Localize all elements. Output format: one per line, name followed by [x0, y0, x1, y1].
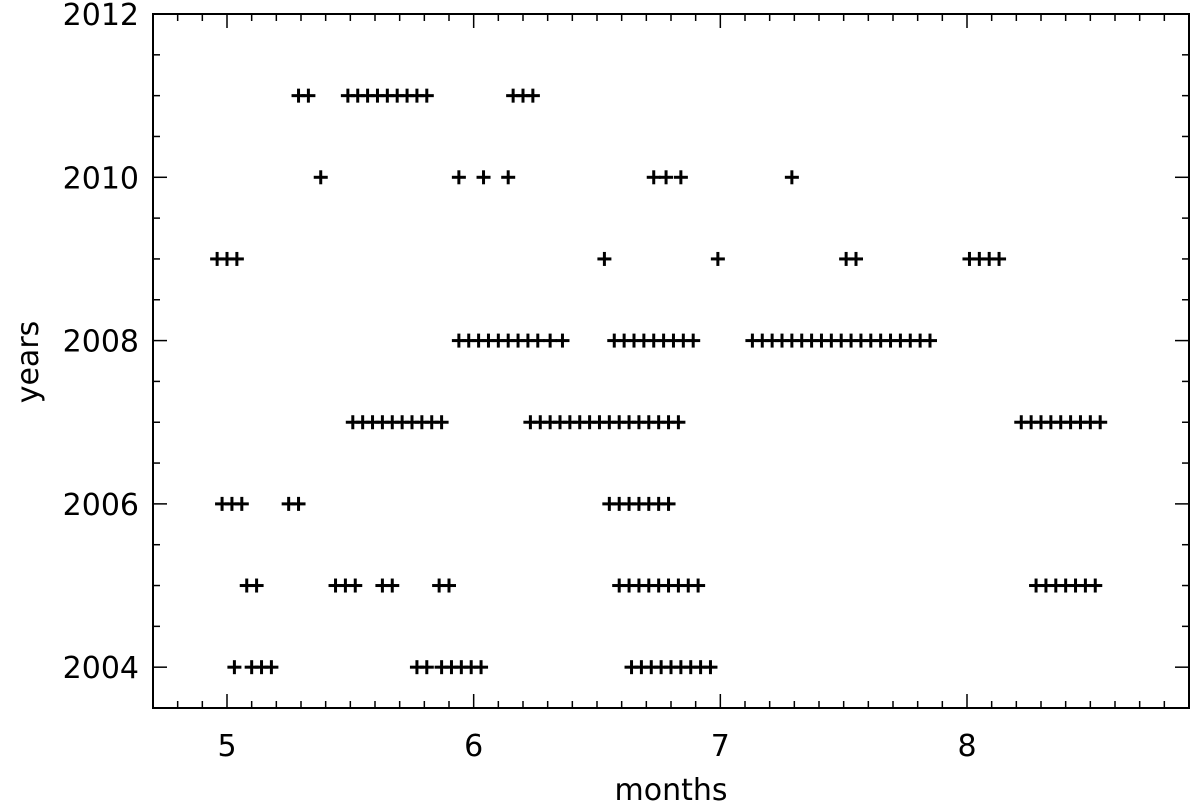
data-point-marker [474, 660, 489, 675]
data-point-marker [451, 170, 466, 185]
data-point-marker [234, 496, 249, 511]
x-tick-label: 8 [957, 729, 976, 764]
data-point-marker [1093, 415, 1108, 430]
data-point-marker [784, 170, 799, 185]
data-point-marker [543, 333, 558, 348]
x-axis-title: months [615, 773, 728, 808]
data-point-marker [646, 170, 661, 185]
y-tick-label: 2004 [63, 651, 139, 686]
data-point-marker [1088, 578, 1103, 593]
data-point-marker [227, 660, 242, 675]
axis-ticks [152, 13, 1190, 709]
data-point-marker [434, 415, 449, 430]
x-tick-label: 6 [464, 729, 483, 764]
x-tick-label: 7 [711, 729, 730, 764]
data-point-marker [249, 578, 264, 593]
data-point-marker [923, 333, 937, 348]
data-point-marker [849, 251, 863, 266]
data-point-marker [703, 660, 718, 675]
data-point-marker [659, 170, 674, 185]
x-tick-labels: 5 6 7 8 [217, 729, 976, 764]
y-tick-label: 2012 [63, 0, 139, 33]
y-axis-title: years [11, 321, 46, 404]
data-point-marker [555, 333, 570, 348]
y-tick-label: 2008 [63, 325, 139, 360]
y-tick-labels: 2004 2006 2008 2010 2012 [63, 0, 139, 686]
y-tick-label: 2006 [63, 488, 139, 523]
data-point-marker [597, 251, 612, 266]
data-point-marker [419, 660, 434, 675]
data-point-marker [301, 88, 316, 103]
data-point-marker [686, 333, 701, 348]
data-point-marker [385, 578, 400, 593]
data-point-marker [992, 251, 1007, 266]
data-points [210, 88, 1108, 675]
data-point-marker [419, 88, 434, 103]
data-point-marker [348, 578, 363, 593]
plot-frame [152, 13, 1190, 709]
data-point-marker [501, 170, 516, 185]
data-point-marker [476, 170, 491, 185]
data-point-marker [673, 170, 688, 185]
data-point-marker [530, 333, 545, 348]
data-point-marker [229, 251, 244, 266]
data-point-marker [710, 251, 725, 266]
data-point-marker [313, 170, 328, 185]
data-point-marker [525, 88, 540, 103]
data-point-marker [264, 660, 279, 675]
data-point-marker [291, 496, 306, 511]
x-tick-label: 5 [217, 729, 236, 764]
y-tick-label: 2010 [63, 161, 139, 196]
data-point-marker [671, 415, 686, 430]
data-point-marker [442, 578, 456, 593]
data-point-marker [691, 578, 706, 593]
data-point-marker [661, 496, 676, 511]
